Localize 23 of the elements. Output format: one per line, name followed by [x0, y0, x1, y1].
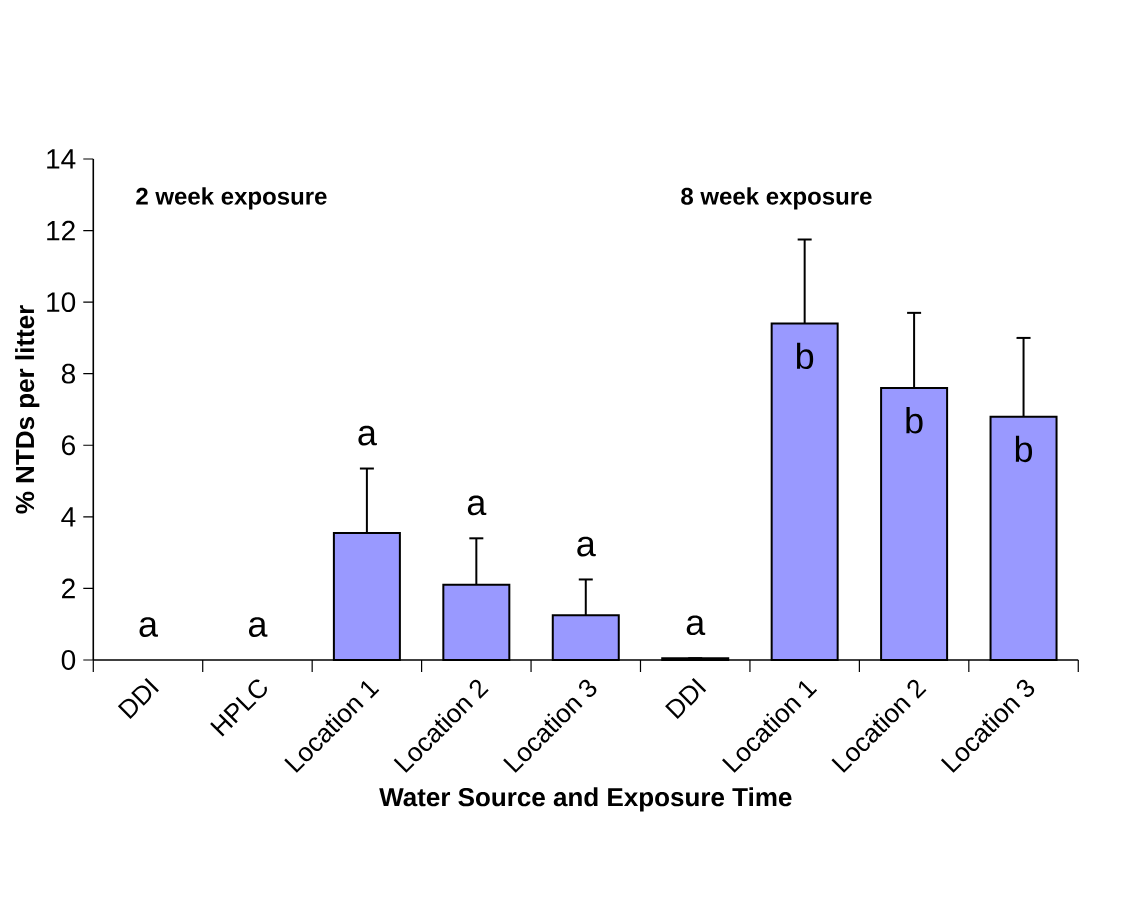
y-axis-title: % NTDs per litter	[15, 305, 40, 514]
annotation: a	[577, 536, 596, 557]
annotation: b	[796, 342, 814, 370]
y-tick-label: 6	[62, 435, 75, 456]
x-tick-label: DDI	[117, 677, 159, 720]
x-axis-title: Water Source and Exposure Time	[379, 787, 792, 812]
annotation: 8 week exposure	[681, 187, 872, 210]
annotation: a	[248, 617, 268, 637]
y-tick-label: 12	[47, 220, 75, 241]
y-tick-label: 10	[47, 292, 76, 313]
annotation: a	[139, 617, 158, 637]
annotation: b	[1015, 435, 1033, 463]
y-tick-label: 0	[61, 650, 76, 670]
annotation: a	[467, 495, 487, 516]
annotation: b	[906, 407, 923, 434]
y-tick-label: 14	[47, 149, 76, 169]
annotation: a	[686, 615, 706, 636]
y-tick-label: 2	[62, 578, 75, 599]
y-tick-label: 4	[61, 507, 76, 527]
annotation: 2 week exposure	[136, 187, 327, 210]
y-tick-label: 8	[61, 363, 76, 384]
annotation: a	[358, 425, 377, 446]
x-tick-label: DDI	[665, 677, 707, 720]
